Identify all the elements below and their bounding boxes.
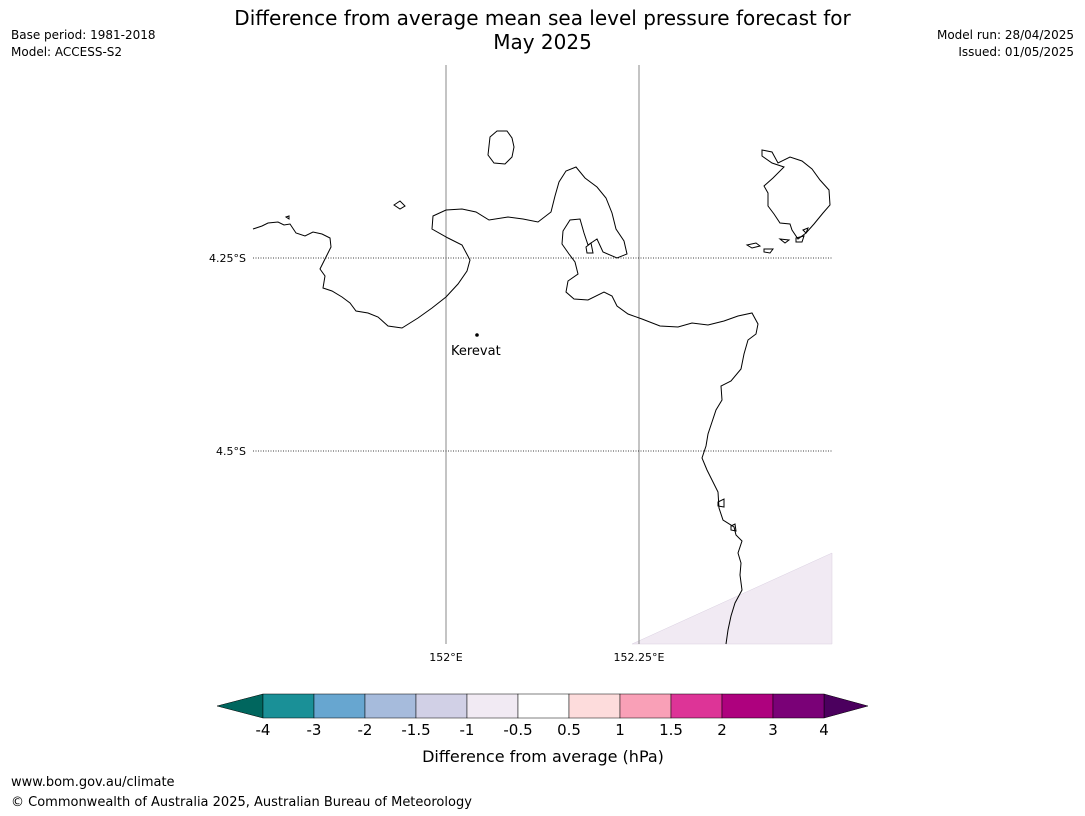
colorbar-tick-label: -2 (358, 721, 373, 739)
anomaly-field (631, 552, 833, 645)
base-period: Base period: 1981-2018 (11, 28, 156, 42)
colorbar-cell (466, 693, 519, 719)
issued-date: Issued: 01/05/2025 (958, 45, 1074, 59)
colorbar-cell (364, 693, 417, 719)
footer-url[interactable]: www.bom.gov.au/climate (11, 775, 175, 790)
colorbar-label: Difference from average (hPa) (422, 747, 664, 766)
coast-islet-10 (730, 523, 737, 532)
lat-label-4-5: 4.5°S (216, 445, 246, 458)
colorbar-cell (517, 693, 570, 719)
colorbar-cell (619, 693, 672, 719)
colorbar-tick-label: 4 (819, 721, 829, 739)
colorbar: -4 -3 -2 -1.5 -1 -0.5 0.5 1 1.5 2 3 4 (216, 693, 869, 739)
model-name: Model: ACCESS-S2 (11, 45, 123, 59)
kerevat-label: Kerevat (451, 344, 501, 359)
colorbar-cell (313, 693, 366, 719)
colorbar-tick-label: 2 (717, 721, 727, 739)
colorbar-tick-label: -3 (307, 721, 322, 739)
colorbar-tick-label: -0.5 (503, 721, 532, 739)
title-line-1: Difference from average mean sea level p… (234, 6, 851, 30)
coast-islet-3 (585, 242, 594, 254)
colorbar-tick-label: -4 (256, 721, 271, 739)
colorbar-tick-label: 1.5 (659, 721, 683, 739)
model-run: Model run: 28/04/2025 (936, 28, 1074, 42)
colorbar-cell (772, 693, 825, 719)
meta-left: Base period: 1981-2018 Model: ACCESS-S2 (11, 27, 156, 61)
coast-islet-7 (795, 235, 805, 243)
colorbar-cell (415, 693, 468, 719)
coast-islet-4 (745, 242, 762, 249)
kerevat-marker (475, 333, 479, 337)
chart-title: Difference from average mean sea level p… (0, 6, 1085, 54)
lon-label-152: 152°E (429, 651, 462, 664)
colorbar-tick-label: -1 (460, 721, 475, 739)
colorbar-cell (670, 693, 723, 719)
footer-copyright: © Commonwealth of Australia 2025, Austra… (11, 795, 472, 810)
colorbar-cell (262, 693, 315, 719)
title-line-2: May 2025 (493, 30, 592, 54)
coast-northeast (761, 149, 831, 240)
coast-islet-5 (763, 248, 774, 254)
coast-islet-2 (284, 215, 290, 220)
coast-islet-8 (802, 227, 809, 234)
coastline (252, 130, 831, 645)
coast-islet-1 (393, 200, 406, 210)
colorbar-tick-label: 1 (615, 721, 625, 739)
colorbar-under-arrow (216, 693, 264, 719)
coast-islet-9 (717, 498, 725, 508)
colorbar-cell (721, 693, 774, 719)
colorbar-tick-label: -1.5 (401, 721, 430, 739)
coast-islet-6 (778, 238, 791, 244)
colorbar-tick-label: 3 (768, 721, 778, 739)
lon-label-152-25: 152.25°E (614, 651, 665, 664)
lat-label-4-25: 4.25°S (209, 252, 246, 265)
coast-island-north (487, 130, 515, 165)
colorbar-cell (568, 693, 621, 719)
colorbar-tick-label: 0.5 (557, 721, 581, 739)
coast-west (252, 166, 759, 645)
colorbar-over-arrow (823, 693, 869, 719)
meta-right: Model run: 28/04/2025 Issued: 01/05/2025 (937, 27, 1074, 61)
